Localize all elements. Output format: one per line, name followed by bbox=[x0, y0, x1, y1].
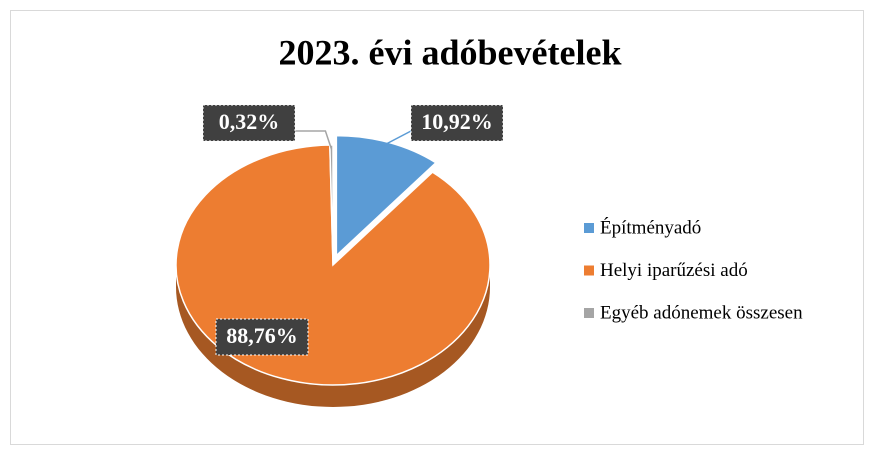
data-label: 10,92% bbox=[421, 109, 493, 134]
data-label-box bbox=[410, 104, 504, 142]
legend-label: Helyi iparűzési adó bbox=[600, 260, 748, 281]
leader-line bbox=[295, 130, 333, 150]
legend-label: Építményadó bbox=[600, 216, 701, 238]
legend-label: Egyéb adónemek összesen bbox=[600, 302, 803, 323]
legend-swatch bbox=[584, 223, 594, 233]
data-label: 88,76% bbox=[226, 323, 298, 348]
data-label-box bbox=[215, 318, 309, 356]
slice-side bbox=[176, 265, 490, 407]
leader-line bbox=[380, 130, 412, 148]
data-label: 0,32% bbox=[219, 109, 280, 134]
legend-swatch bbox=[584, 265, 594, 276]
data-label-box bbox=[202, 104, 296, 142]
legend-swatch bbox=[584, 308, 594, 318]
chart-title: 2023. évi adóbevételek bbox=[279, 32, 622, 72]
